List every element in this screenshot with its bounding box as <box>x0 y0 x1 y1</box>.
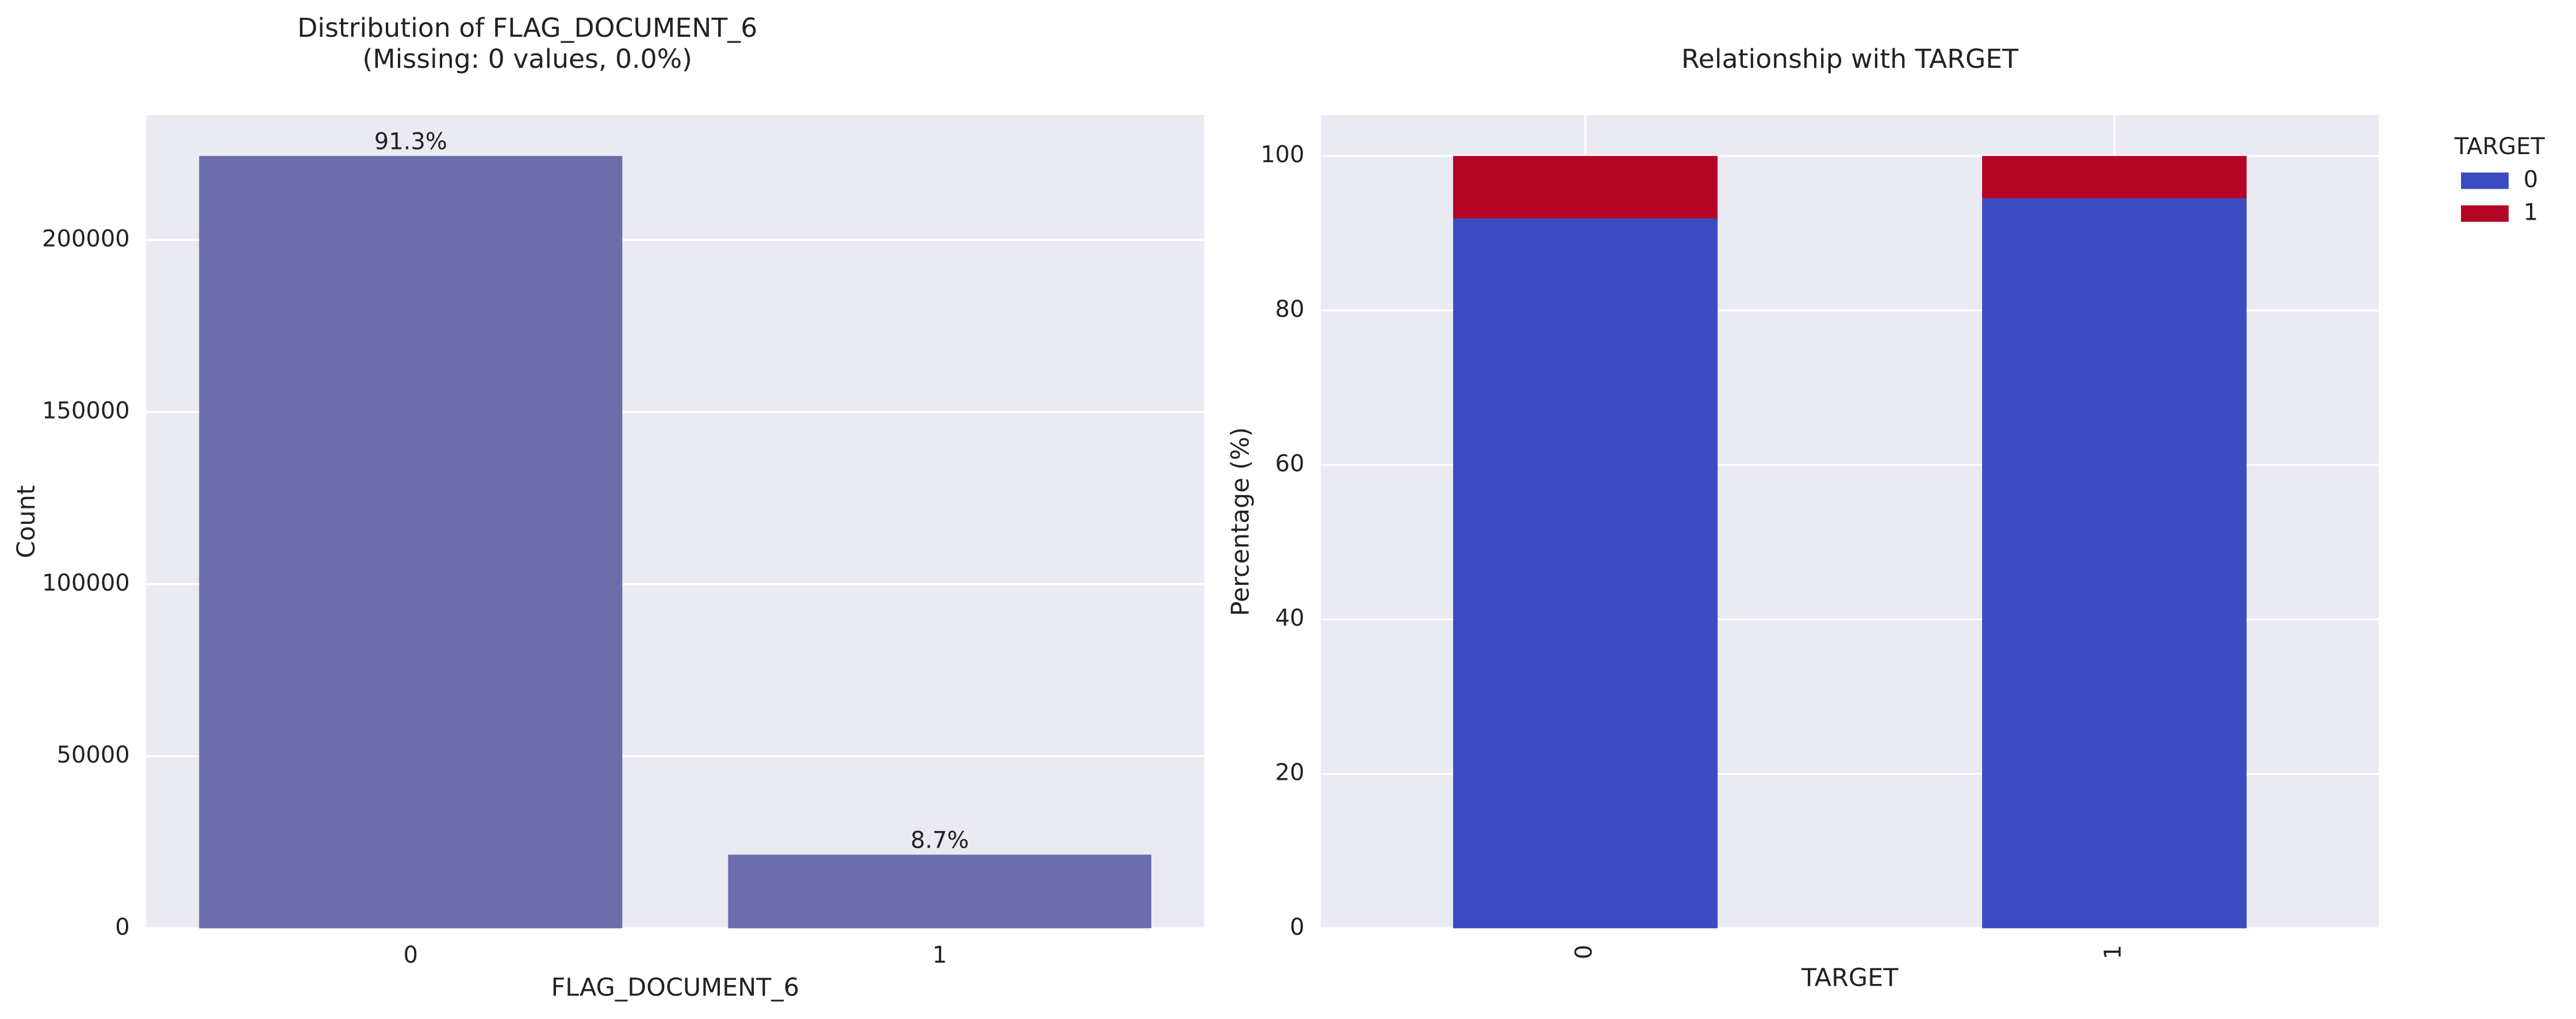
y-tick-label: 60 <box>1275 450 1305 477</box>
legend-label: 0 <box>2524 166 2538 193</box>
x-tick-label: 0 <box>1571 945 1597 959</box>
chart-title: Distribution of FLAG_DOCUMENT_6 <box>297 13 757 43</box>
bar-segment <box>1982 156 2247 199</box>
y-axis-label: Percentage (%) <box>1226 427 1255 616</box>
x-axis-label: TARGET <box>1801 963 1899 992</box>
legend-title: TARGET <box>2454 133 2546 160</box>
bar <box>199 156 623 929</box>
bar-segment <box>1453 156 1718 219</box>
y-tick-label: 150000 <box>42 398 130 424</box>
data-label: 8.7% <box>910 827 969 853</box>
chart-title: Relationship with TARGET <box>1681 44 2019 74</box>
legend-swatch <box>2461 173 2509 189</box>
y-tick-label: 0 <box>115 914 129 940</box>
y-axis-label: Count <box>12 485 41 558</box>
legend-swatch <box>2461 205 2509 222</box>
data-label: 91.3% <box>374 128 447 155</box>
bar-segment <box>1453 218 1718 929</box>
y-tick-label: 80 <box>1275 296 1305 323</box>
y-tick-label: 40 <box>1275 605 1305 631</box>
chart-subtitle: (Missing: 0 values, 0.0%) <box>362 44 692 74</box>
legend-label: 1 <box>2524 199 2538 225</box>
bar-segment <box>1982 198 2247 929</box>
y-tick-label: 100000 <box>42 570 130 596</box>
bar <box>728 855 1152 929</box>
y-tick-label: 20 <box>1275 760 1305 786</box>
y-tick-label: 100 <box>1260 141 1304 168</box>
y-tick-label: 50000 <box>57 742 130 768</box>
x-tick-label: 0 <box>404 942 418 968</box>
x-axis-label: FLAG_DOCUMENT_6 <box>551 974 799 1002</box>
x-tick-label: 1 <box>933 942 947 968</box>
y-tick-label: 0 <box>1290 914 1304 940</box>
y-tick-label: 200000 <box>42 225 130 252</box>
x-tick-label: 1 <box>2100 945 2126 959</box>
